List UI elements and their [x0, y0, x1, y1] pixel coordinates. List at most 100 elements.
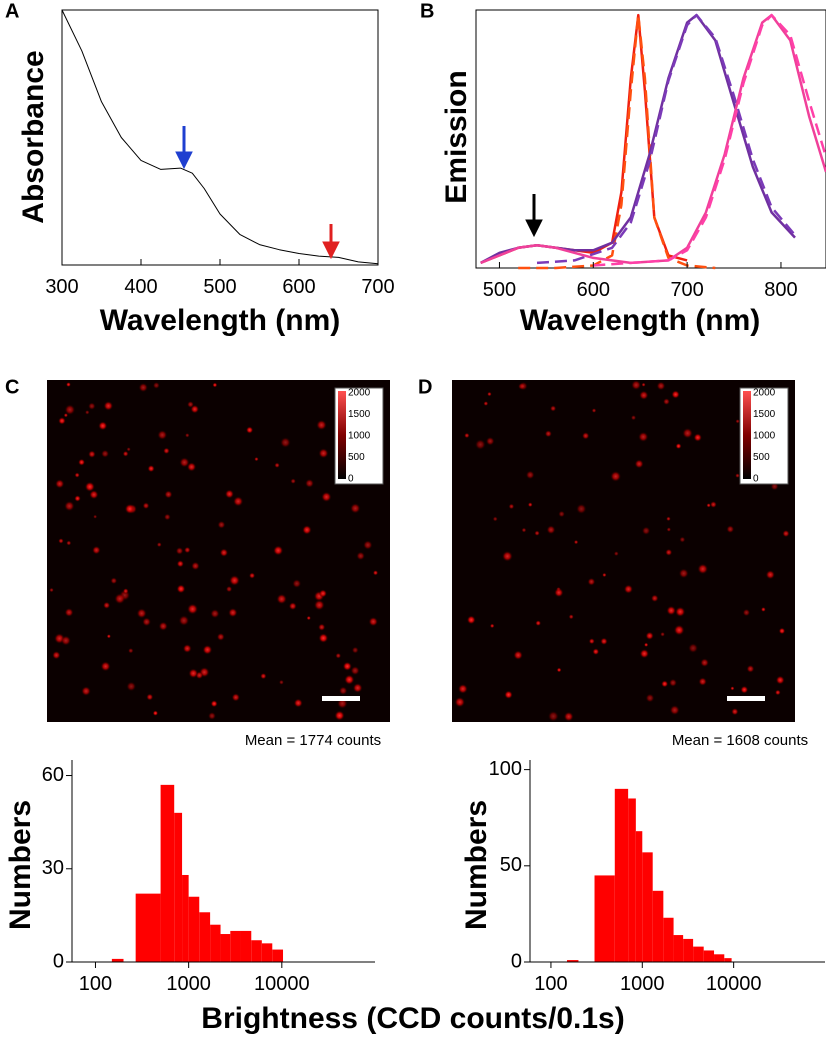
spot	[735, 473, 740, 478]
line-series	[518, 13, 716, 270]
spot	[126, 681, 137, 692]
panel-letter: C	[5, 376, 19, 398]
spot	[356, 551, 365, 561]
colorbar-label: 1500	[753, 409, 776, 420]
spot	[306, 615, 311, 621]
y-axis-label: Numbers	[4, 800, 37, 930]
y-axis-label: Numbers	[460, 800, 493, 930]
colorbar-label: 500	[348, 452, 365, 463]
colorbar-label: 0	[753, 474, 759, 485]
spot	[64, 500, 75, 512]
x-tick-label: 10000	[706, 973, 762, 995]
spot	[254, 456, 259, 462]
colorbar-label: 1000	[348, 431, 371, 442]
histogram-bar	[251, 940, 262, 962]
spot	[187, 401, 194, 408]
x-tick-label: 400	[124, 276, 157, 298]
spot	[188, 668, 199, 679]
spot	[128, 647, 134, 654]
spot	[740, 685, 749, 694]
histogram-bar	[635, 831, 643, 962]
spot	[176, 584, 186, 594]
spot	[273, 545, 284, 556]
spot	[58, 538, 64, 544]
spot	[669, 678, 678, 687]
spot	[688, 643, 699, 654]
histogram-bar	[628, 798, 636, 962]
spot	[55, 479, 65, 489]
y-axis-label: Absorbance	[17, 50, 50, 223]
line-series	[593, 13, 826, 267]
spot	[600, 637, 608, 646]
colorbar-label: 1500	[348, 409, 371, 420]
spot	[643, 642, 649, 647]
spot	[216, 632, 225, 641]
spot	[663, 398, 670, 406]
spot	[630, 415, 637, 421]
spot	[229, 575, 240, 586]
histogram-bar	[594, 875, 615, 962]
spot	[93, 514, 98, 519]
spot	[656, 381, 666, 391]
spot	[492, 516, 498, 522]
spot	[457, 683, 468, 694]
spot	[342, 661, 352, 671]
scale-bar	[322, 696, 360, 701]
spot	[483, 401, 489, 406]
histogram-bar	[261, 943, 273, 962]
spot	[775, 675, 785, 685]
spot	[623, 584, 633, 594]
spot	[487, 391, 492, 397]
arrow	[322, 224, 340, 260]
x-axis-label: Brightness (CCD counts/0.1s)	[201, 1002, 624, 1035]
panel-letter: B	[420, 0, 434, 22]
x-tick-label: 500	[483, 279, 516, 301]
histogram-bar	[160, 784, 175, 962]
x-tick-label: 100	[534, 973, 567, 995]
spot	[318, 633, 329, 643]
spot	[305, 478, 314, 488]
spot	[631, 380, 642, 391]
spot	[639, 390, 649, 400]
line-series	[480, 13, 826, 265]
spot	[88, 450, 96, 458]
spot	[224, 489, 235, 499]
spot	[142, 617, 152, 627]
spot	[700, 658, 709, 668]
spot	[158, 621, 168, 631]
x-axis-label: Wavelength (nm)	[520, 304, 761, 337]
x-tick-label: 100	[79, 973, 112, 995]
spot	[138, 382, 148, 393]
x-tick-label: 1000	[620, 973, 665, 995]
spot	[288, 602, 297, 611]
spot	[106, 634, 111, 639]
spot	[698, 677, 707, 686]
spot	[464, 432, 470, 439]
arrow	[175, 126, 193, 170]
colorbar	[338, 391, 346, 479]
y-axis-label: Emission	[440, 70, 473, 203]
spot	[101, 449, 110, 458]
spot	[210, 700, 218, 708]
spot	[547, 710, 559, 722]
spot	[58, 417, 66, 425]
x-tick-label: 700	[670, 279, 703, 301]
spot	[678, 568, 689, 579]
spot	[212, 382, 218, 388]
spot	[78, 458, 86, 466]
spot	[260, 672, 267, 680]
y-tick-label: 60	[42, 764, 64, 786]
spot	[671, 390, 680, 399]
histogram-bar	[240, 930, 252, 962]
colorbar-label: 500	[753, 452, 770, 463]
histogram-bar	[182, 874, 189, 962]
spot	[350, 666, 360, 676]
y-tick-label: 50	[500, 854, 522, 876]
spot	[508, 503, 515, 510]
spot	[535, 620, 542, 626]
spot	[191, 561, 200, 571]
line-series	[61, 9, 379, 265]
spot	[613, 551, 619, 557]
histogram-bar	[724, 958, 732, 962]
spot	[682, 427, 693, 439]
